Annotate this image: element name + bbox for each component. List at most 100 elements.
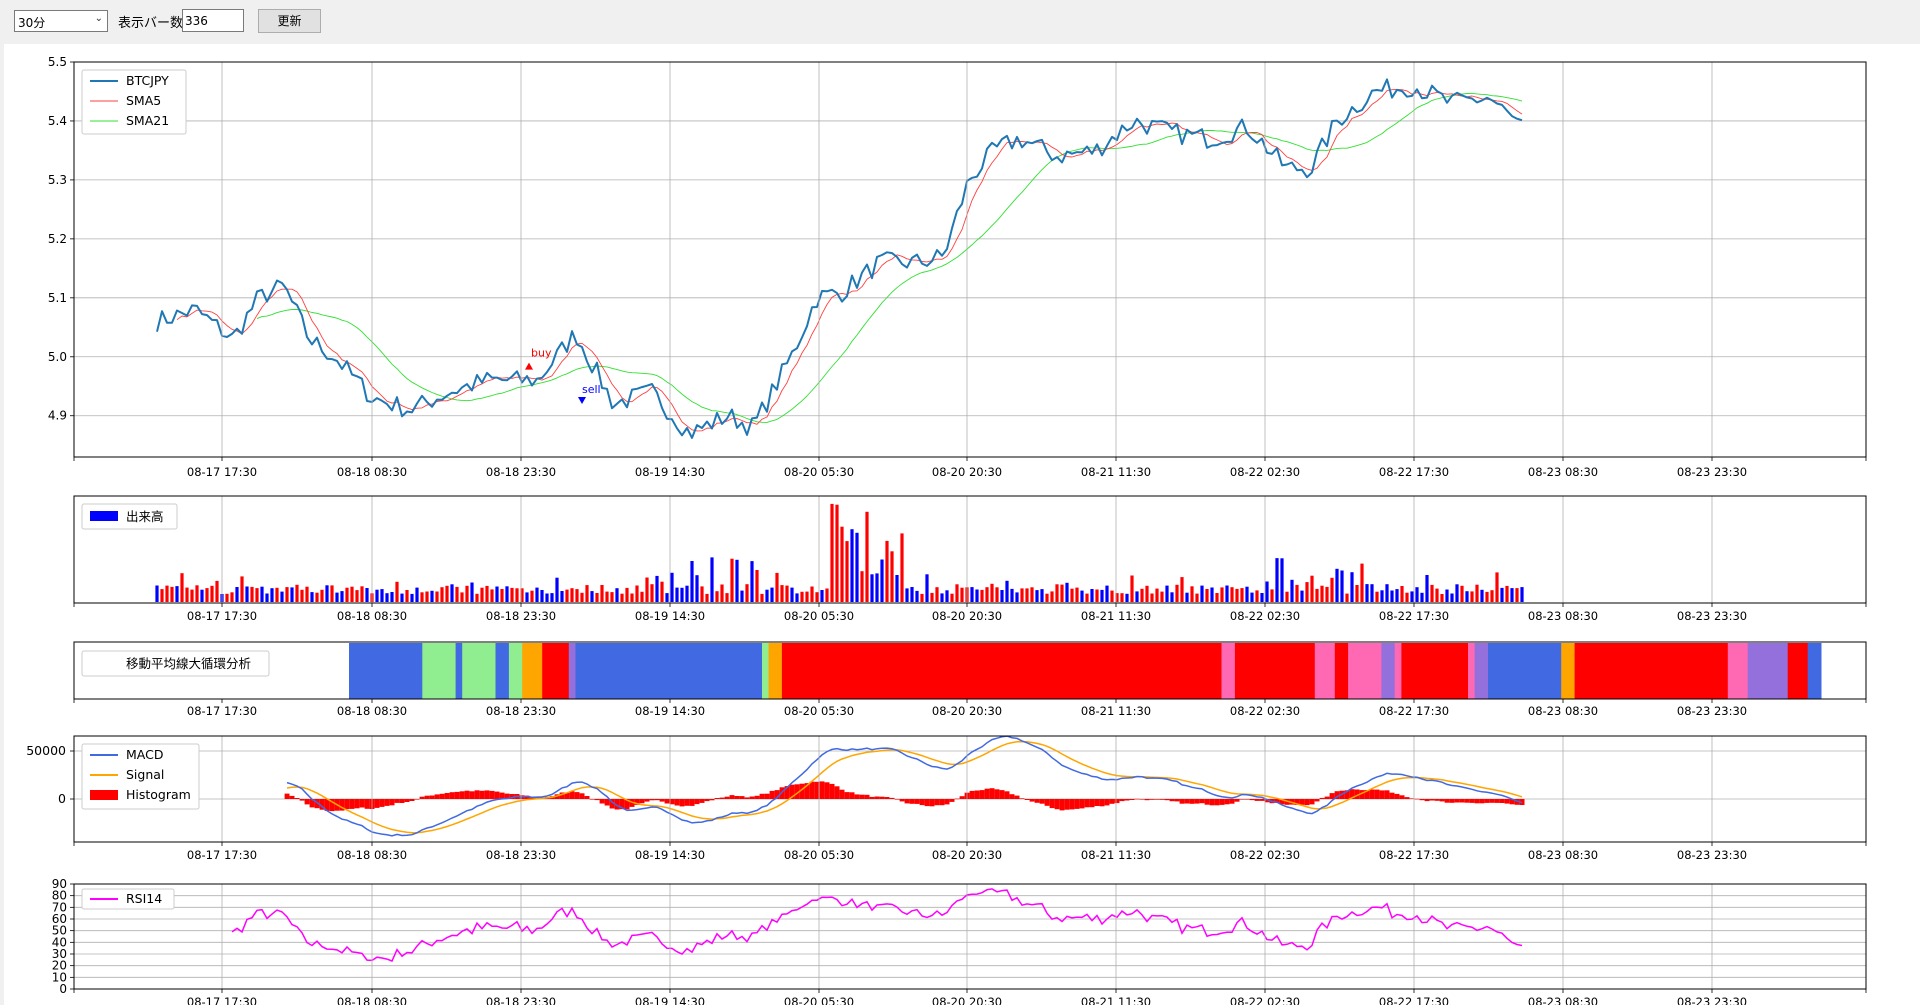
volume-bar (1160, 591, 1164, 602)
volume-bar (1485, 591, 1489, 602)
volume-bar (395, 581, 399, 602)
histogram-bar (1184, 799, 1190, 804)
refresh-button[interactable]: 更新 (258, 9, 321, 33)
y-tick-label: 5.3 (48, 173, 67, 187)
histogram-bar (454, 791, 460, 799)
volume-bar (740, 590, 744, 602)
histogram-bar (1464, 799, 1470, 803)
ma-cycle-segment (1574, 643, 1729, 699)
x-tick-label: 08-22 02:30 (1230, 848, 1300, 862)
volume-bar (1145, 585, 1149, 602)
y-tick-label: 5.0 (48, 350, 67, 364)
volume-bar (1280, 558, 1284, 602)
volume-bar (905, 588, 909, 602)
ma-cycle-segment (1807, 643, 1822, 699)
x-tick-label: 08-22 17:30 (1379, 995, 1449, 1005)
legend-label: Signal (126, 767, 164, 782)
volume-bar (1300, 590, 1304, 602)
volume-bar (275, 587, 279, 602)
volume-bar (450, 584, 454, 602)
volume-bar (800, 591, 804, 602)
volume-bar (385, 593, 389, 602)
volume-bar (1360, 563, 1364, 602)
buy-marker (525, 362, 533, 370)
histogram-bar (624, 799, 630, 810)
volume-bar (975, 589, 979, 602)
volume-bar (1150, 593, 1154, 602)
histogram-bar (1209, 799, 1215, 806)
volume-bar (555, 577, 559, 602)
ma-cycle-segment (1314, 643, 1336, 699)
volume-bar (1515, 588, 1519, 602)
histogram-bar (789, 784, 795, 799)
volume-bar (460, 592, 464, 602)
volume-bar (500, 589, 504, 602)
histogram-bar (1059, 799, 1065, 811)
volume-bar (970, 587, 974, 602)
volume-bar (380, 589, 384, 602)
volume-bar (620, 593, 624, 602)
x-tick-label: 08-17 17:30 (187, 465, 257, 479)
volume-bar (675, 587, 679, 602)
volume-bar (280, 591, 284, 602)
histogram-bar (1034, 799, 1040, 803)
volume-bar (335, 592, 339, 602)
volume-bar (1275, 558, 1279, 602)
histogram-bar (484, 790, 490, 799)
volume-bar (945, 590, 949, 602)
ma-cycle-segment (1381, 643, 1396, 699)
histogram-bar (414, 799, 420, 800)
histogram-bar (1409, 798, 1415, 799)
volume-bar (1505, 585, 1509, 602)
histogram-bar (749, 796, 755, 799)
volume-bar (330, 585, 334, 602)
volume-bar (470, 582, 474, 602)
x-tick-label: 08-19 14:30 (635, 465, 705, 479)
histogram-bar (939, 799, 945, 806)
volume-bar (495, 586, 499, 602)
histogram-bar (929, 799, 935, 807)
histogram-bar (439, 793, 445, 799)
histogram-bar (724, 796, 730, 799)
signal-line (286, 740, 1523, 834)
x-tick-label: 08-20 05:30 (784, 609, 854, 623)
volume-bar (165, 585, 169, 602)
histogram-bar (1159, 799, 1165, 800)
histogram-bar (1019, 798, 1025, 799)
volume-bar (925, 574, 929, 602)
bars-count-input[interactable] (182, 9, 244, 32)
volume-bar (1500, 587, 1504, 602)
volume-bar (1495, 572, 1499, 602)
histogram-bar (1274, 799, 1280, 803)
volume-bar (345, 587, 349, 602)
histogram-bar (1374, 789, 1380, 799)
volume-bar (1455, 584, 1459, 602)
ma-cycle-segment (542, 643, 570, 699)
ma-cycle-segment (1221, 643, 1236, 699)
volume-bar (835, 504, 839, 602)
histogram-bar (584, 796, 590, 799)
y-tick-label: 5.2 (48, 232, 67, 246)
volume-bar (1510, 588, 1514, 602)
y-tick-label: 5.4 (48, 114, 67, 128)
histogram-bar (1044, 799, 1050, 806)
volume-bar (595, 593, 599, 602)
ma-cycle-segment (495, 643, 510, 699)
volume-bar (1295, 584, 1299, 602)
histogram-bar (644, 799, 650, 802)
volume-bar (1055, 584, 1059, 602)
timeframe-select[interactable]: 30分 ⌄ (14, 10, 108, 32)
histogram-bar (1054, 799, 1060, 810)
volume-bar (855, 532, 859, 602)
y-tick-label: 5.5 (48, 55, 67, 69)
volume-bar (1370, 584, 1374, 602)
x-tick-label: 08-20 05:30 (784, 465, 854, 479)
histogram-bar (449, 792, 455, 799)
volume-bar (1425, 575, 1429, 602)
volume-bar (840, 526, 844, 602)
volume-panel (155, 503, 1524, 602)
histogram-bar (904, 799, 910, 804)
histogram-bar (354, 799, 360, 809)
histogram-bar (1239, 799, 1245, 800)
histogram-bar (1074, 799, 1080, 809)
